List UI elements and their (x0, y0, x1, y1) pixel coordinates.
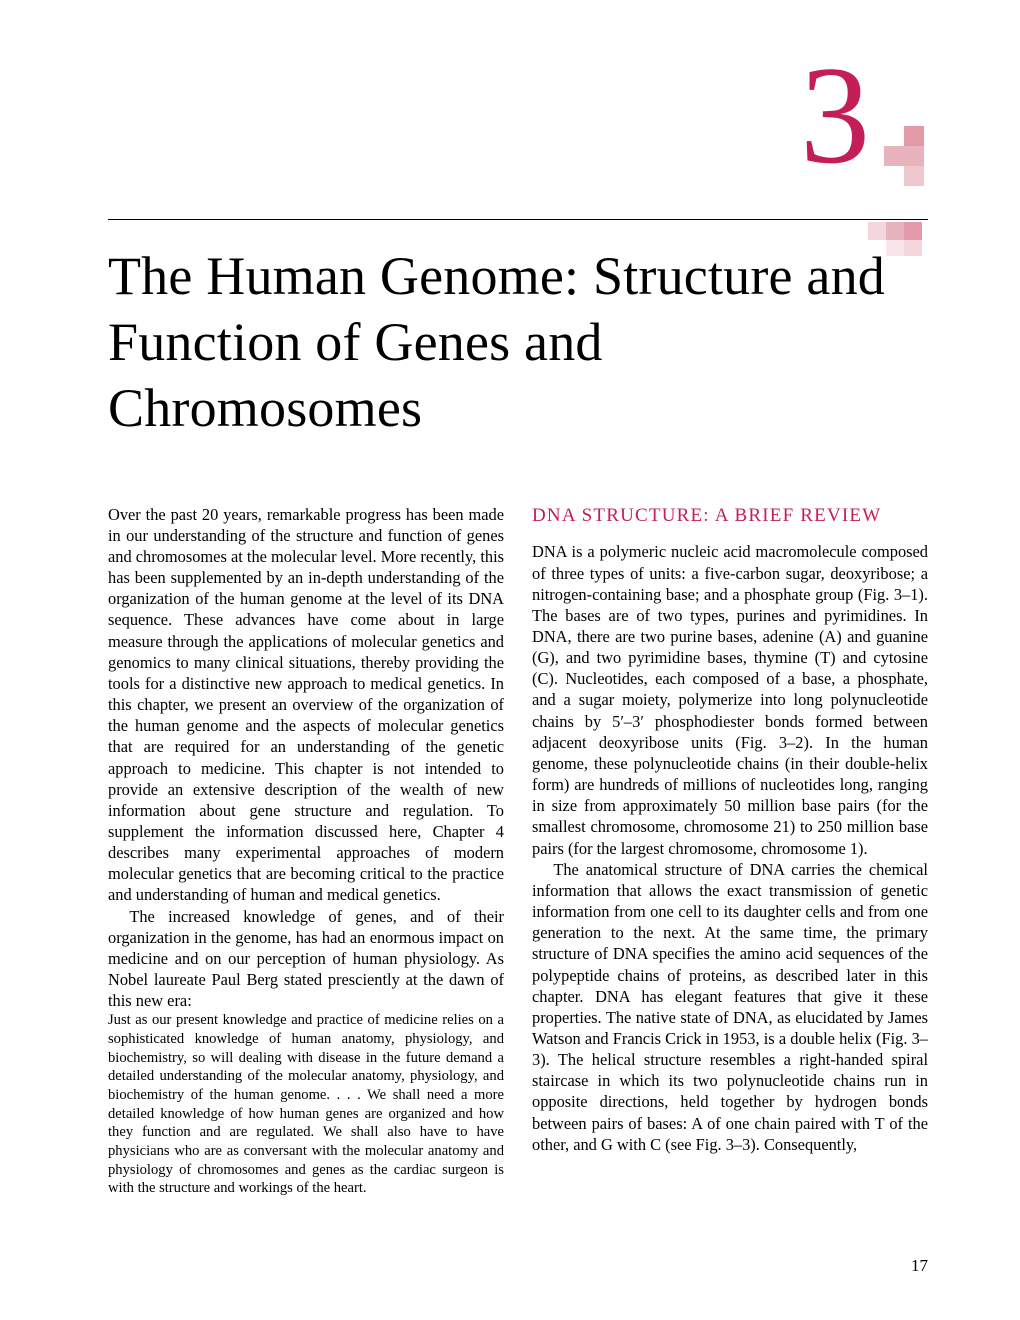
chapter-header: 3 (108, 64, 928, 220)
chapter-title: The Human Genome: Structure and Function… (108, 244, 928, 442)
section-paragraph-2: The anatomical structure of DNA carries … (532, 859, 928, 1155)
body-columns: Over the past 20 years, remarkable progr… (108, 504, 928, 1198)
section-paragraph-1: DNA is a polymeric nucleic acid macromol… (532, 541, 928, 858)
chapter-decoration-icon (868, 126, 928, 256)
intro-paragraph-2: The increased knowledge of genes, and of… (108, 906, 504, 1012)
page-number: 17 (911, 1256, 928, 1276)
section-heading: DNA STRUCTURE: A BRIEF REVIEW (532, 504, 928, 528)
chapter-number: 3 (800, 46, 870, 186)
page: 3 The Human Genome: Structure and Functi… (0, 0, 1020, 1320)
intro-blockquote: Just as our present knowledge and practi… (108, 1011, 504, 1198)
intro-paragraph-1: Over the past 20 years, remarkable progr… (108, 504, 504, 906)
